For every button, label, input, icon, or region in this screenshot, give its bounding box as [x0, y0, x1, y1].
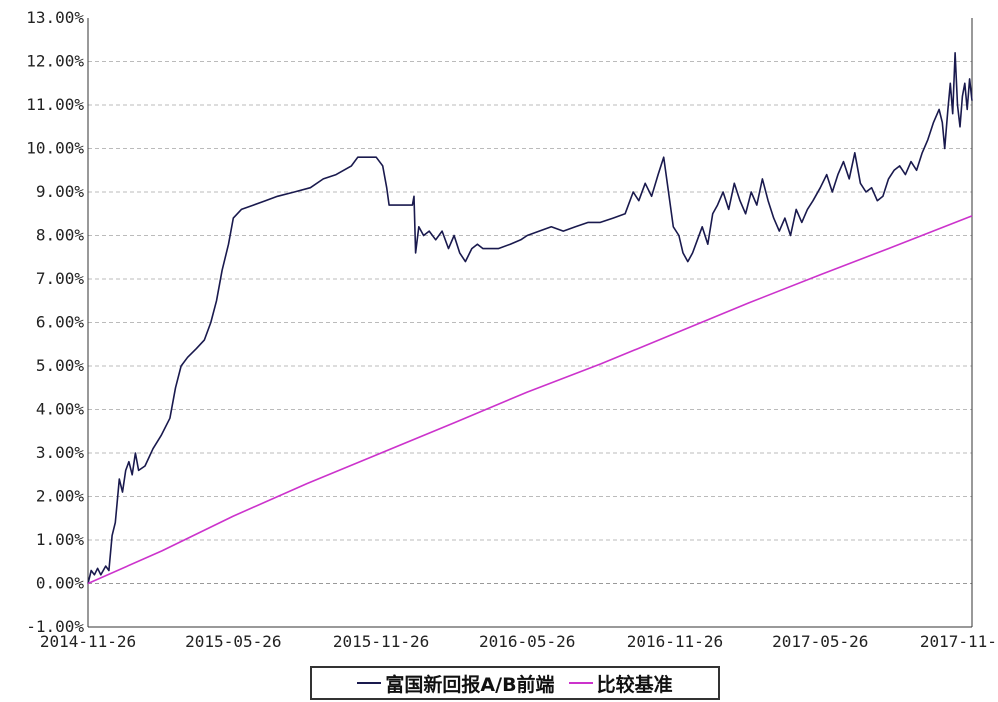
legend-label-fund: 富国新回报A/B前端	[385, 673, 555, 696]
y-tick-label: 11.00%	[26, 95, 84, 114]
y-tick-label: 12.00%	[26, 52, 84, 71]
series-line-fund	[87, 51, 973, 584]
x-tick-label: 2015-05-26	[185, 632, 281, 651]
y-tick-label: 3.00%	[36, 443, 85, 462]
legend-label-benchmark: 比较基准	[596, 673, 673, 696]
y-tick-label: 2.00%	[36, 487, 85, 506]
x-tick-label: 2016-05-26	[479, 632, 575, 651]
legend-item-fund: 富国新回报A/B前端	[357, 670, 555, 697]
y-tick-label: 6.00%	[36, 313, 85, 332]
legend-item-benchmark: 比较基准	[568, 670, 673, 697]
series-line-benchmark	[87, 215, 973, 585]
legend-swatch-benchmark	[568, 682, 593, 684]
y-tick-label: 1.00%	[36, 530, 85, 549]
y-tick-label: 4.00%	[36, 400, 85, 419]
legend-swatch-fund	[357, 682, 382, 684]
y-tick-label: 5.00%	[36, 356, 85, 375]
x-tick-label: 2014-11-26	[40, 632, 136, 651]
y-tick-label: 0.00%	[36, 574, 85, 593]
y-tick-label: 7.00%	[36, 269, 85, 288]
x-tick-label: 2017-11-26	[920, 632, 998, 651]
x-tick-label: 2017-05-26	[772, 632, 868, 651]
y-tick-label: 10.00%	[26, 139, 84, 158]
legend: 富国新回报A/B前端 比较基准	[310, 666, 720, 700]
y-tick-label: 8.00%	[36, 226, 85, 245]
y-tick-label: 9.00%	[36, 182, 85, 201]
y-tick-label: 13.00%	[26, 8, 84, 27]
x-tick-label: 2016-11-26	[627, 632, 723, 651]
line-chart: -1.00% 0.00% 1.00% 2.00% 3.00% 4.00% 5.00% 6.00…	[26, 8, 998, 651]
x-tick-label: 2015-11-26	[333, 632, 429, 651]
y-tick-label: -1.00%	[26, 617, 84, 636]
